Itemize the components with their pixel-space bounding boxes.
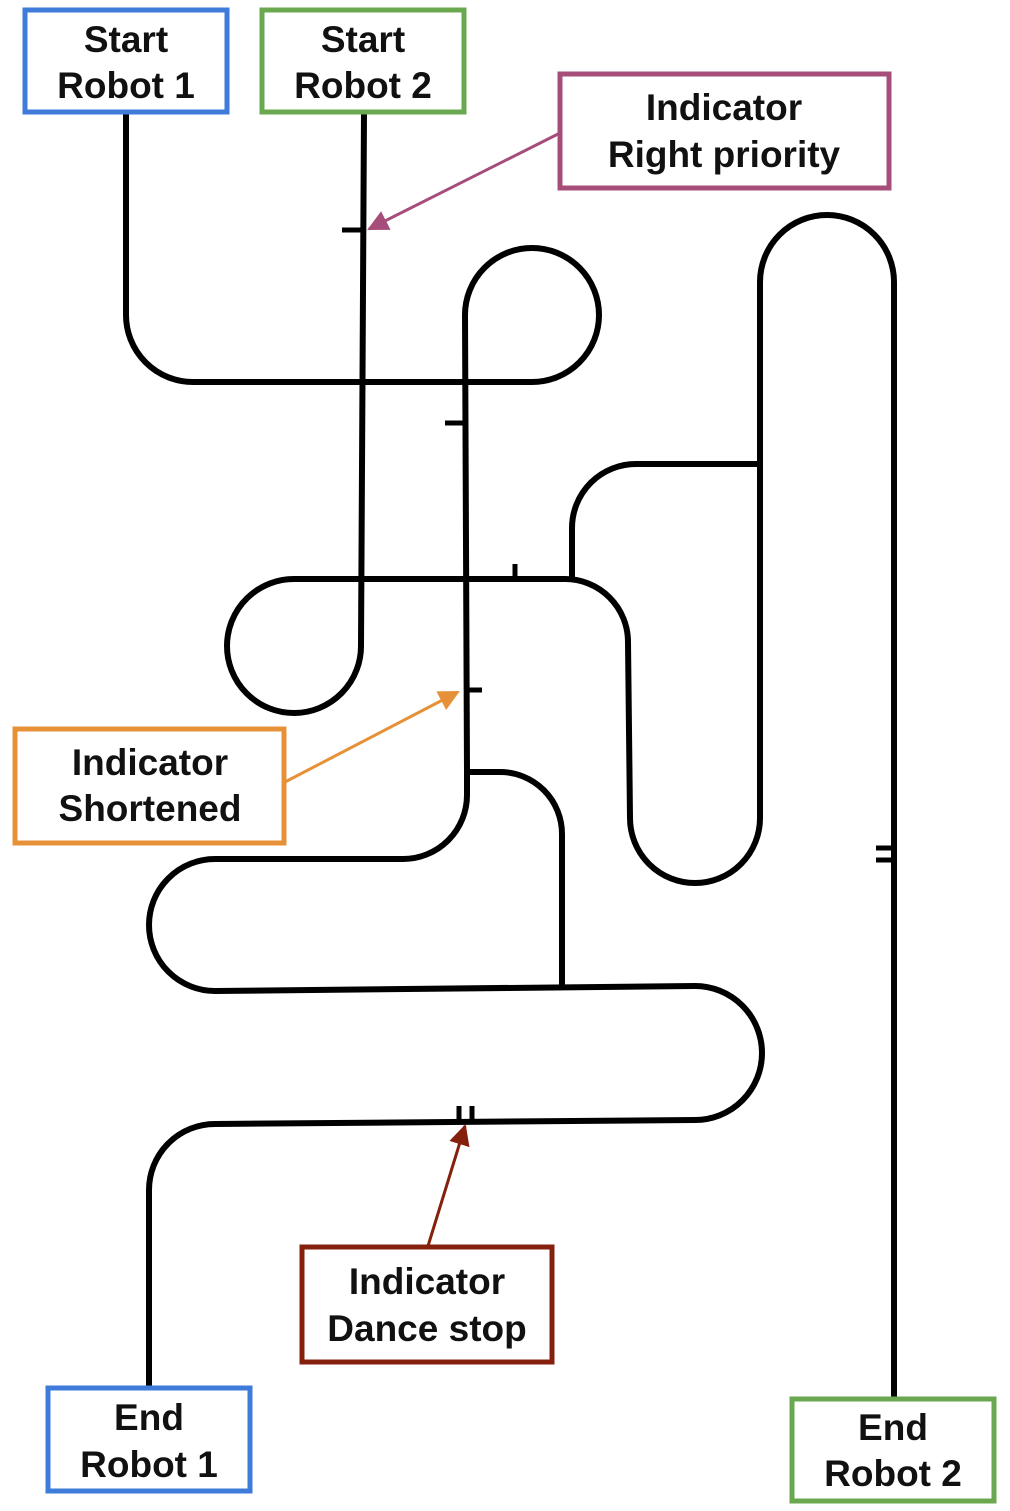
indicator-right-priority-box: Indicator Right priority <box>557 71 892 191</box>
start-robot1-line1: Start <box>84 19 168 60</box>
start-robot1-box: Start Robot 1 <box>22 7 230 115</box>
start-robot2-box: Start Robot 2 <box>259 7 467 115</box>
end-robot1-line2: Robot 1 <box>80 1444 218 1485</box>
track-robot2-start <box>224 112 565 716</box>
end-robot2-box: End Robot 2 <box>789 1396 997 1504</box>
indicator-dance-stop-line2: Dance stop <box>327 1308 526 1349</box>
end-robot2-line2: Robot 2 <box>824 1453 962 1494</box>
start-robot1-line2: Robot 1 <box>57 65 195 106</box>
indicator-shortened-line2: Shortened <box>59 788 242 829</box>
indicator-shortened-box: Indicator Shortened <box>12 726 287 846</box>
arrow-right-priority <box>367 131 561 231</box>
indicator-right-priority-line2: Right priority <box>608 134 841 175</box>
track-lower-serpentine <box>146 772 765 1388</box>
indicator-shortened-line1: Indicator <box>72 742 228 783</box>
track-middle-vertical <box>462 314 470 773</box>
indicator-dance-stop-box: Indicator Dance stop <box>299 1244 555 1365</box>
track-short-branch <box>467 769 565 986</box>
start-robot2-line1: Start <box>321 19 405 60</box>
track-upper-right-connector <box>569 461 760 579</box>
arrow-dance-stop <box>426 1123 470 1247</box>
end-robot2-line1: End <box>858 1407 928 1448</box>
arrow-shortened <box>284 690 460 784</box>
indicator-dance-stop-line1: Indicator <box>349 1261 505 1302</box>
indicator-right-priority-line1: Indicator <box>646 87 802 128</box>
end-robot1-line1: End <box>114 1397 184 1438</box>
track-right-bend <box>564 212 897 1400</box>
end-robot1-box: End Robot 1 <box>45 1385 253 1494</box>
start-robot2-line2: Robot 2 <box>294 65 432 106</box>
track-robot1-start <box>123 113 602 385</box>
